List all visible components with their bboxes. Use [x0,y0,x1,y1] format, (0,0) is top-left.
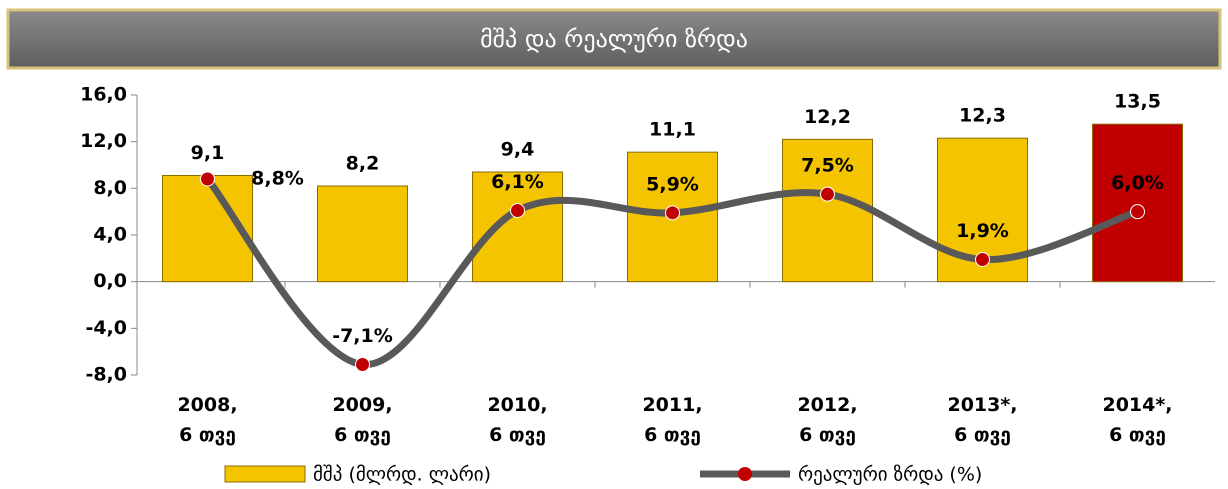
x-tick-label-line: 6 თვე [644,424,701,446]
line-marker [975,252,990,267]
y-tick-label: 8,0 [93,177,127,199]
bar [317,185,408,283]
x-tick-label-line: 6 თვე [1109,424,1166,446]
bar-value-label: 8,2 [346,153,380,175]
bar-value-label: 9,4 [501,139,535,161]
line-value-label: -7,1% [332,325,393,347]
y-tick-label: 0,0 [93,270,127,292]
x-tick-label-line: 6 თვე [489,424,546,446]
bar [782,138,873,283]
x-tick-label-line: 6 თვე [954,424,1011,446]
x-tick-label-line: 2008, [177,394,237,416]
x-tick-label-line: 2010, [487,394,547,416]
x-tick-label: 2009, 6 თვე [332,394,392,446]
y-tick-label: -4,0 [85,317,127,339]
legend-label: მშპ (მლრდ. ლარი) [313,464,491,486]
x-tick-label: 2014*, 6 თვე [1102,394,1172,446]
x-tick-label: 2013*, 6 თვე [947,394,1017,446]
x-tick-label-line: 2013*, [947,394,1017,416]
y-tick-label: -8,0 [85,364,127,386]
line-marker [665,205,680,221]
legend-marker [738,467,752,481]
line-value-label: 1,9% [956,220,1009,242]
legend-swatch [224,465,306,483]
line-value-label: 6,0% [1111,172,1164,194]
line-value-label: 8,8% [251,168,304,190]
chart-title: მშპ და რეალური ზრდა [480,25,748,53]
x-tick-label-line: 2014*, [1102,394,1172,416]
bar-value-label: 9,1 [191,142,225,164]
bar-value-label: 12,2 [804,106,851,128]
legend-label: რეალური ზრდა (%) [798,464,982,486]
bar-value-label: 13,5 [1114,91,1161,113]
bar [472,171,563,283]
y-tick-label: 12,0 [80,130,127,152]
title-banner [6,8,1222,70]
line-value-label: 7,5% [801,155,854,177]
x-tick-label-line: 2009, [332,394,392,416]
x-tick-label-line: 6 თვე [179,424,236,446]
bar-value-label: 12,3 [959,105,1006,127]
x-tick-label: 2010, 6 თვე [487,394,547,446]
y-tick-label: 4,0 [93,224,127,246]
line-value-label: 5,9% [646,173,699,195]
bar-value-label: 11,1 [649,119,696,141]
x-tick-label-line: 2012, [797,394,857,416]
x-tick-label: 2008, 6 თვე [177,394,237,446]
bar [1092,123,1183,283]
x-tick-label-line: 2011, [642,394,702,416]
line-value-label: 6,1% [491,171,544,193]
line-marker [510,203,525,218]
line-marker [820,186,835,202]
x-tick-label-line: 6 თვე [334,424,391,446]
x-tick-label-line: 6 თვე [799,424,856,446]
line-marker [1130,204,1145,220]
x-tick-label: 2012, 6 თვე [797,394,857,446]
y-tick-label: 16,0 [80,84,127,106]
line-marker [200,171,215,187]
line-marker [355,357,370,372]
x-tick-label: 2011, 6 თვე [642,394,702,446]
